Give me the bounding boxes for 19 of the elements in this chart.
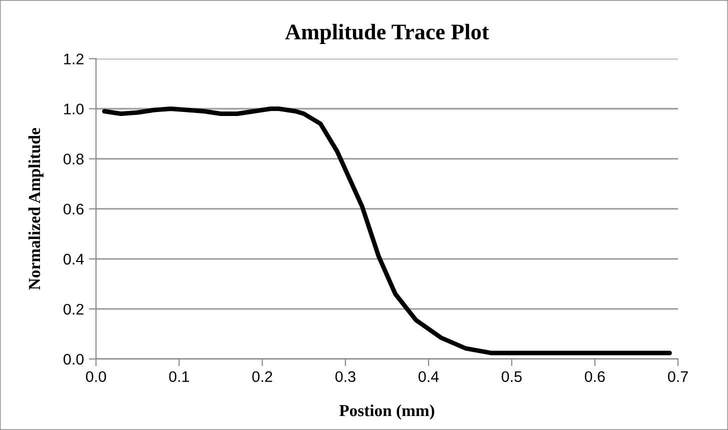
y-axis-title: Normalized Amplitude [28, 128, 44, 290]
y-tick-label: 1.2 [64, 54, 84, 64]
y-tick-label: 0.2 [64, 304, 84, 315]
x-tick-label: 0.6 [584, 371, 605, 382]
x-tick-label: 0.2 [252, 371, 272, 382]
x-tick-label: 0.7 [668, 371, 688, 382]
x-tick-label: 0.4 [418, 371, 439, 382]
x-tick-label: 0.3 [335, 371, 356, 382]
y-tick-label: 0.4 [64, 254, 84, 265]
line-series [102, 106, 672, 356]
x-tick-label: 0.0 [86, 371, 106, 382]
chart-title: Amplitude Trace Plot [285, 24, 489, 44]
y-tick-label: 0.0 [64, 354, 84, 365]
x-tick-label: 0.5 [502, 371, 522, 382]
y-tick-label: 0.6 [64, 204, 84, 215]
x-axis-title: Postion (mm) [339, 404, 434, 420]
y-tick-label: 0.8 [64, 154, 84, 164]
y-tick-label: 1.0 [64, 104, 84, 114]
x-tick-label: 0.1 [169, 371, 190, 382]
